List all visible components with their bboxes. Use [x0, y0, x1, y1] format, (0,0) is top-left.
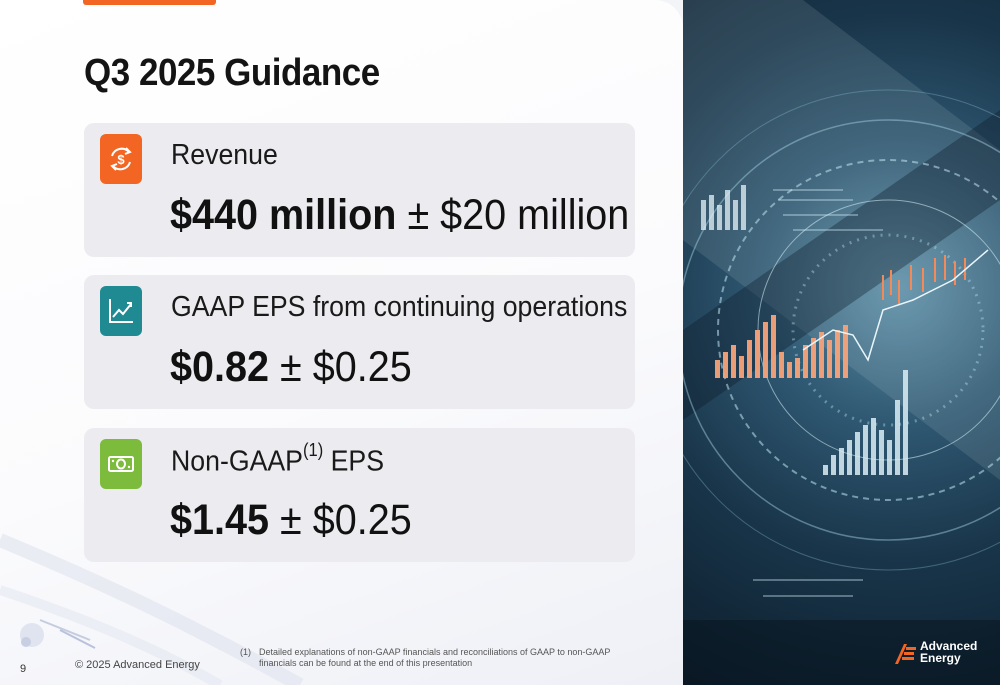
logo-line-1: Advanced: [920, 639, 978, 653]
logo-line-2: Energy: [920, 651, 961, 665]
revenue-card: $ Revenue $440 million ± $20 million: [84, 123, 635, 257]
revenue-label: Revenue: [171, 139, 278, 171]
accent-bar: [83, 0, 216, 5]
advanced-energy-logo: Advanced Energy: [893, 640, 988, 668]
non-gaap-eps-label: Non-GAAP(1) EPS: [171, 440, 385, 479]
copyright: © 2025 Advanced Energy: [75, 659, 200, 671]
page-number: 9: [20, 663, 27, 675]
non-gaap-eps-card: Non-GAAP(1) EPS $1.45 ± $0.25: [84, 428, 635, 562]
non-gaap-eps-value-range: ± $0.25: [269, 496, 412, 544]
banknote-icon: [100, 439, 142, 489]
gaap-eps-card: GAAP EPS from continuing operations $0.8…: [84, 275, 635, 409]
dollar-cycle-icon: $: [100, 134, 142, 184]
gaap-eps-value-range: ± $0.25: [269, 343, 412, 391]
gaap-eps-label: GAAP EPS from continuing operations: [171, 291, 628, 323]
non-gaap-label-suffix: EPS: [323, 445, 385, 478]
non-gaap-eps-value-main: $1.45: [170, 496, 270, 544]
revenue-value: $440 million ± $20 million: [170, 191, 629, 240]
logo-mark-icon: [895, 644, 916, 664]
svg-text:$: $: [117, 152, 125, 167]
revenue-value-main: $440 million: [170, 191, 397, 239]
finance-hologram-image: [683, 0, 1000, 685]
line-chart-icon: [100, 286, 142, 336]
footnote-text: Detailed explanations of non-GAAP financ…: [259, 647, 611, 668]
non-gaap-label-text: Non-GAAP: [171, 445, 303, 478]
footnote-marker: (1): [302, 440, 324, 460]
page-title: Q3 2025 Guidance: [84, 52, 380, 94]
revenue-value-range: ± $20 million: [396, 191, 630, 239]
logo-text: Advanced Energy: [920, 640, 977, 664]
footnote-number: (1): [240, 647, 251, 657]
background-light-streaks: [0, 533, 304, 685]
non-gaap-eps-value: $1.45 ± $0.25: [170, 496, 412, 545]
gaap-eps-value: $0.82 ± $0.25: [170, 343, 412, 392]
gaap-eps-value-main: $0.82: [170, 343, 270, 391]
footnote: (1) Detailed explanations of non-GAAP fi…: [240, 647, 635, 669]
